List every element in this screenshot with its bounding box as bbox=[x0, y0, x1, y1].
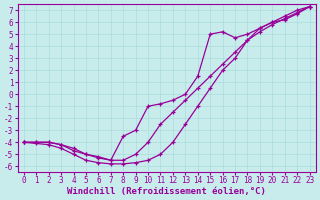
X-axis label: Windchill (Refroidissement éolien,°C): Windchill (Refroidissement éolien,°C) bbox=[67, 187, 266, 196]
